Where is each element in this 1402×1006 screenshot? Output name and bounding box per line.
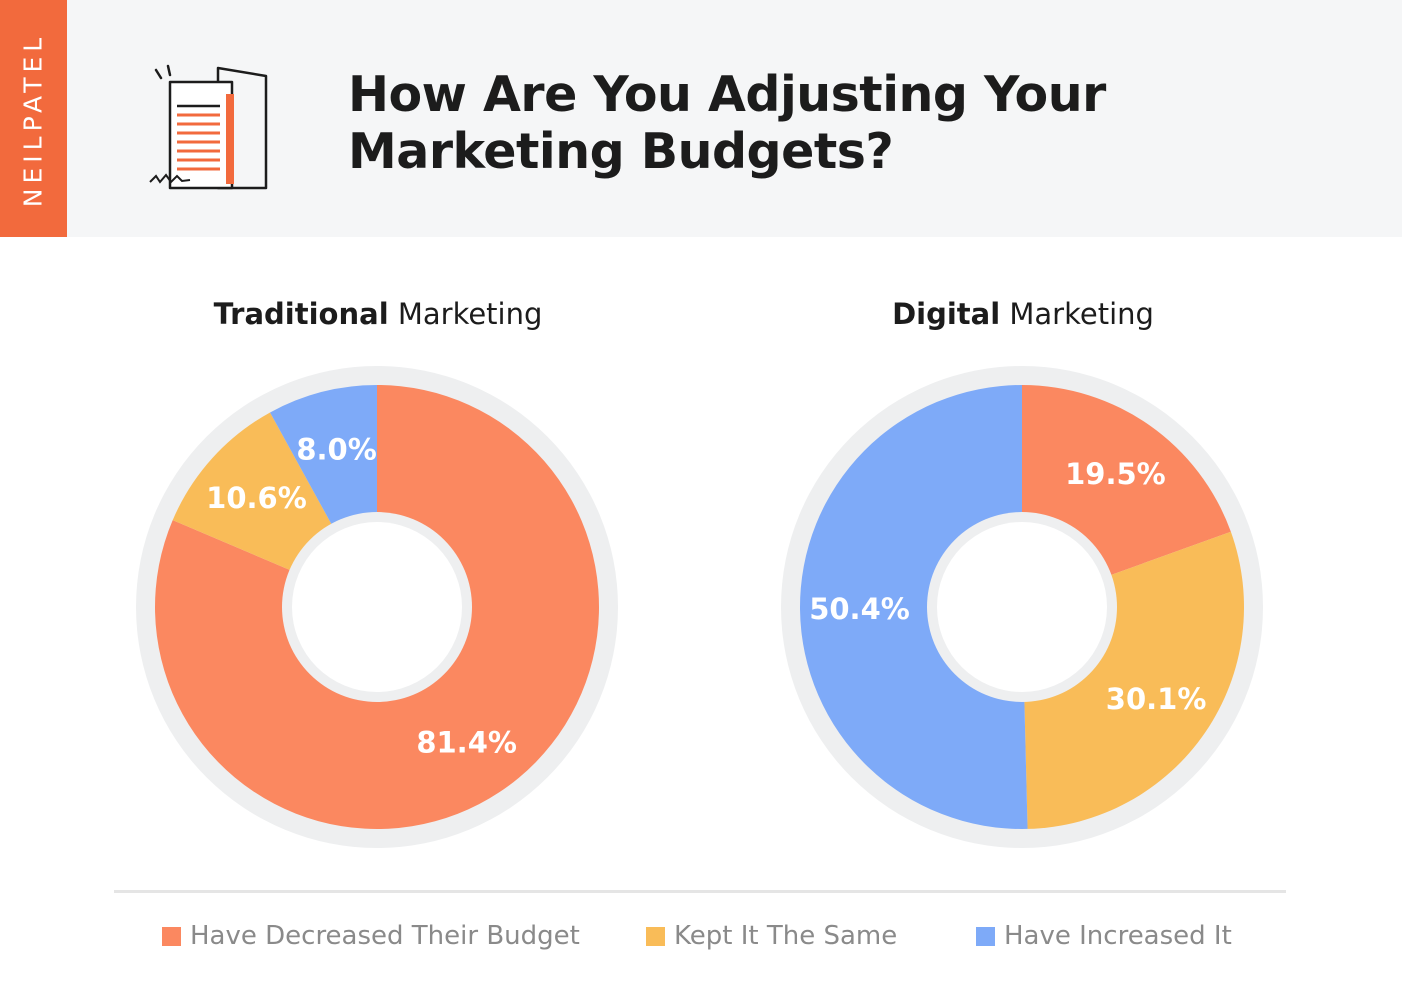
digital-slice-increased (799, 385, 1028, 829)
legend-item-decreased: Have Decreased Their Budget (162, 918, 580, 954)
traditional-label-same: 10.6% (206, 481, 307, 515)
legend-label-increased: Have Increased It (1004, 921, 1232, 951)
digital-title-bold: Digital (892, 297, 1001, 331)
legend-swatch-decreased (162, 926, 181, 946)
traditional-label-decreased: 81.4% (416, 726, 517, 760)
digital-label-increased: 50.4% (809, 592, 910, 626)
traditional-title-bold: Traditional (213, 297, 389, 331)
legend-divider (114, 890, 1286, 893)
legend-swatch-same (646, 926, 665, 946)
traditional-hole-center (292, 522, 462, 692)
digital-label-decreased: 19.5% (1065, 457, 1166, 491)
brand-tab: NEILPATEL (0, 0, 67, 237)
traditional-title-rest: Marketing (397, 297, 543, 331)
legend-item-same: Kept It The Same (646, 918, 897, 954)
digital-title-rest: Marketing (1009, 297, 1154, 331)
legend-label-decreased: Have Decreased Their Budget (190, 921, 580, 951)
traditional-chart-title: Traditional Marketing (214, 297, 543, 331)
header-banner: NEILPATEL How Are You Adjusting Your Mar… (0, 0, 1402, 237)
title-line-2: Marketing Budgets? (348, 123, 894, 180)
document-icon (149, 64, 268, 190)
digital-hole-center (937, 522, 1107, 692)
digital-label-same: 30.1% (1106, 682, 1207, 716)
title-line-1: How Are You Adjusting Your (348, 66, 1106, 123)
legend-label-same: Kept It The Same (674, 921, 898, 951)
digital-chart-title: Digital Marketing (892, 297, 1154, 331)
legend-item-increased: Have Increased It (976, 918, 1232, 954)
page-title: How Are You Adjusting Your Marketing Bud… (348, 66, 1248, 180)
legend-swatch-increased (976, 926, 995, 946)
traditional-label-increased: 8.0% (296, 433, 376, 467)
